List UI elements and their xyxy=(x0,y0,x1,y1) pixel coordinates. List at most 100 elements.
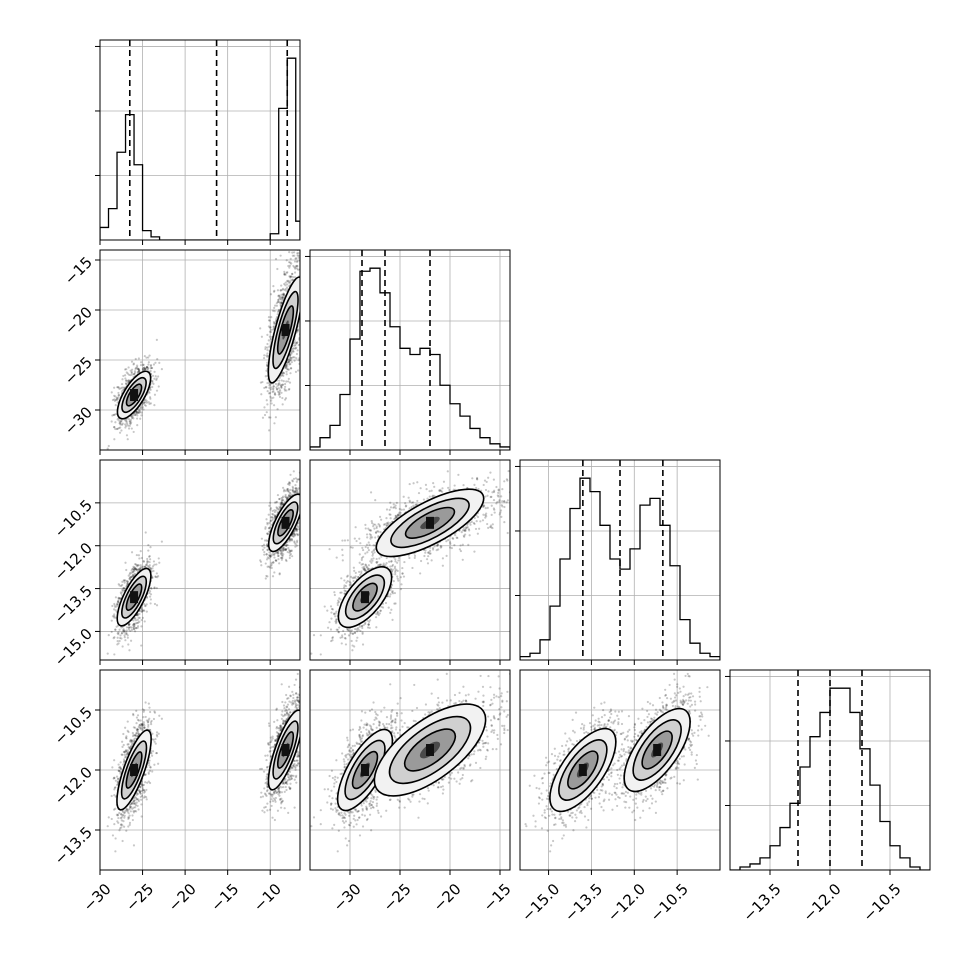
sample-point xyxy=(296,491,299,494)
sample-point xyxy=(291,245,293,247)
sample-point xyxy=(114,413,117,416)
sample-point xyxy=(301,512,303,514)
sample-point xyxy=(266,548,269,551)
sample-point xyxy=(304,278,306,280)
sample-point xyxy=(128,573,131,576)
sample-point xyxy=(140,618,143,622)
sample-point xyxy=(270,397,273,400)
sample-point xyxy=(268,526,272,529)
sample-point xyxy=(139,364,143,367)
sample-point xyxy=(301,505,303,507)
sample-point xyxy=(114,616,117,619)
sample-point xyxy=(303,327,305,329)
sample-point xyxy=(290,279,293,282)
sample-point xyxy=(281,547,284,550)
sample-point xyxy=(125,583,129,586)
sample-point xyxy=(148,595,152,598)
sample-point xyxy=(289,491,292,495)
sample-point xyxy=(116,601,119,604)
sample-point xyxy=(279,506,282,509)
sample-point xyxy=(281,499,284,502)
panel-2-0: −15.0−13.5−12.0−10.5 xyxy=(51,459,306,670)
sample-point xyxy=(294,487,297,490)
sample-point xyxy=(276,267,279,271)
sample-point xyxy=(288,538,292,541)
sample-point xyxy=(279,374,283,378)
sample-point xyxy=(301,320,303,322)
sample-point xyxy=(288,483,291,487)
sample-point xyxy=(287,494,291,497)
sample-point xyxy=(148,396,152,399)
sample-point xyxy=(278,297,281,300)
sample-point xyxy=(278,379,281,382)
sample-point xyxy=(132,627,136,630)
sample-point xyxy=(141,609,144,612)
sample-point xyxy=(288,549,291,552)
sample-point xyxy=(291,278,294,281)
sample-point xyxy=(284,382,287,386)
sample-point xyxy=(290,549,293,553)
sample-point xyxy=(288,360,291,363)
sample-point xyxy=(290,262,293,265)
sample-point xyxy=(277,382,280,385)
sample-point xyxy=(280,501,283,504)
sample-point xyxy=(290,351,293,354)
sample-point xyxy=(121,422,124,425)
sample-point xyxy=(301,259,303,261)
sample-point xyxy=(132,574,135,577)
sample-point xyxy=(282,372,286,375)
sample-point xyxy=(272,396,275,399)
sample-point xyxy=(293,356,296,359)
sample-point xyxy=(132,414,135,417)
sample-point xyxy=(286,488,289,492)
sample-point xyxy=(293,534,297,537)
sample-point xyxy=(117,631,120,634)
sample-point xyxy=(281,373,284,377)
sample-point xyxy=(291,487,295,490)
y-tick-label-1-1: −25 xyxy=(61,353,96,388)
sample-point xyxy=(136,414,139,417)
sample-point xyxy=(269,383,272,386)
sample-point xyxy=(147,356,150,359)
sample-point xyxy=(275,386,278,389)
sample-point xyxy=(136,626,139,629)
sample-point xyxy=(148,555,151,558)
sample-point xyxy=(133,628,136,631)
sample-point xyxy=(134,622,138,625)
sample-point xyxy=(137,371,140,374)
sample-point xyxy=(293,490,296,494)
sample-point xyxy=(290,275,293,278)
sample-point xyxy=(259,327,262,330)
sample-point xyxy=(295,486,298,490)
sample-point xyxy=(143,399,146,402)
sample-point xyxy=(136,367,140,371)
sample-point xyxy=(266,521,269,525)
sample-point xyxy=(123,419,127,422)
sample-point xyxy=(276,313,279,316)
sample-point xyxy=(271,553,274,556)
sample-point xyxy=(287,279,290,282)
sample-point xyxy=(304,498,306,500)
sample-point xyxy=(295,480,298,483)
sample-point xyxy=(273,510,276,514)
sample-point xyxy=(149,567,153,570)
sample-point xyxy=(278,497,281,501)
sample-point xyxy=(290,539,294,542)
sample-point xyxy=(293,359,296,362)
sample-point xyxy=(263,354,266,357)
sample-point xyxy=(273,321,276,325)
sample-point xyxy=(288,281,292,284)
sample-point xyxy=(113,602,116,606)
sample-point xyxy=(268,429,271,432)
sample-point xyxy=(137,368,140,371)
sample-point xyxy=(289,493,292,496)
sample-point xyxy=(142,565,145,568)
y-tick-label-1-3: −15 xyxy=(61,253,96,288)
sample-point xyxy=(136,366,139,369)
sample-point xyxy=(284,284,287,287)
sample-point xyxy=(295,529,299,532)
sample-point xyxy=(135,410,138,414)
sample-point xyxy=(282,495,285,498)
sample-point xyxy=(124,368,127,371)
sample-point xyxy=(136,563,139,567)
